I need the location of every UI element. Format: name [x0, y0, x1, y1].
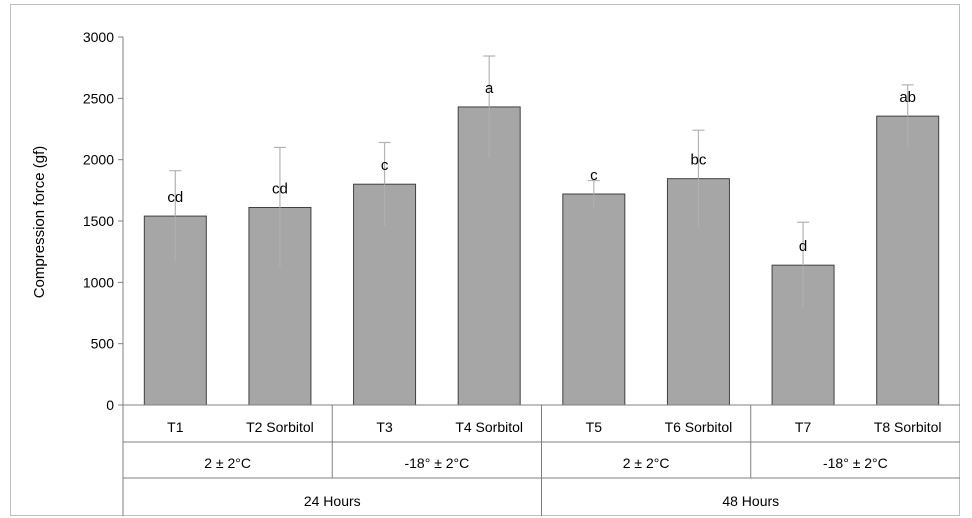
- y-tick-label: 1500: [83, 213, 114, 229]
- x-category-label: T4 Sorbitol: [455, 419, 523, 435]
- x-group-label: 2 ± 2°C: [623, 455, 670, 471]
- x-group-label: 24 Hours: [304, 493, 361, 509]
- bar-8: [876, 115, 940, 406]
- significance-label: cd: [272, 181, 288, 198]
- plot-area: 0 500 1000 1500 2000 2500 3000 cd cd c a c bc d ab T1 T2…: [83, 29, 960, 516]
- significance-label: c: [381, 157, 389, 174]
- x-category-label: T5: [586, 419, 603, 435]
- x-group-label: 2 ± 2°C: [204, 455, 251, 471]
- x-category-label: T1: [167, 419, 184, 435]
- y-tick-label: 0: [106, 397, 114, 413]
- y-tick-label: 500: [91, 336, 115, 352]
- bar-5: [562, 193, 626, 406]
- significance-label: ab: [899, 89, 916, 106]
- y-tick-label: 2500: [83, 90, 114, 106]
- x-group-label: 48 Hours: [722, 493, 779, 509]
- x-group-label: -18° ± 2°C: [823, 455, 888, 471]
- significance-label: bc: [691, 152, 707, 169]
- y-tick-label: 3000: [83, 29, 114, 45]
- x-category-label: T2 Sorbitol: [246, 419, 314, 435]
- significance-label: d: [799, 238, 807, 255]
- x-category-label: T7: [795, 419, 812, 435]
- x-category-label: T8 Sorbitol: [874, 419, 942, 435]
- x-category-label: T3: [376, 419, 393, 435]
- x-category-label: T6 Sorbitol: [665, 419, 733, 435]
- significance-label: cd: [167, 189, 183, 206]
- y-tick-label: 2000: [83, 152, 114, 168]
- y-tick-label: 1000: [83, 274, 114, 290]
- significance-label: a: [485, 80, 494, 97]
- significance-label: c: [590, 167, 598, 184]
- x-group-label: -18° ± 2°C: [404, 455, 469, 471]
- y-axis-title: Compression force (gf): [31, 146, 48, 299]
